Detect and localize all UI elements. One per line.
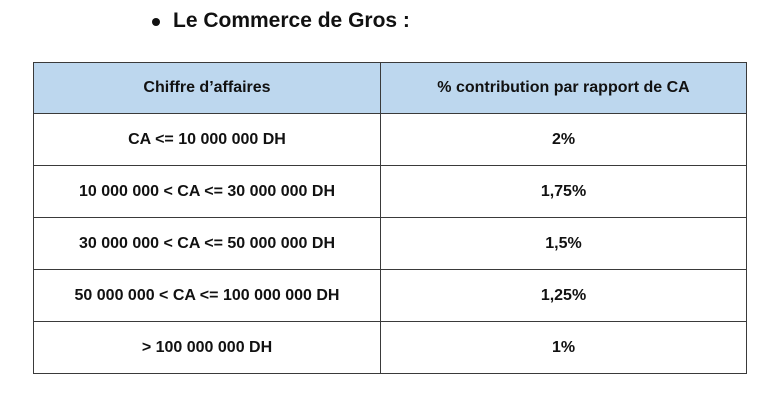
- section-heading: Le Commerce de Gros :: [152, 6, 410, 36]
- contribution-rates-table: Chiffre d’affaires % contribution par ra…: [33, 62, 747, 374]
- revenue-bracket-cell: 50 000 000 < CA <= 100 000 000 DH: [33, 269, 381, 322]
- contribution-rate-cell: 1,5%: [380, 217, 747, 270]
- section-heading-text: Le Commerce de Gros :: [173, 9, 410, 32]
- revenue-bracket-cell: CA <= 10 000 000 DH: [33, 113, 381, 166]
- revenue-bracket-cell: 30 000 000 < CA <= 50 000 000 DH: [33, 217, 381, 270]
- contribution-rate-cell: 1,25%: [380, 269, 747, 322]
- table-row: 10 000 000 < CA <= 30 000 000 DH 1,75%: [33, 165, 747, 218]
- contribution-rate-cell: 1%: [380, 321, 747, 374]
- table-row: 30 000 000 < CA <= 50 000 000 DH 1,5%: [33, 217, 747, 270]
- contribution-rate-cell: 2%: [380, 113, 747, 166]
- revenue-bracket-cell: > 100 000 000 DH: [33, 321, 381, 374]
- header-revenue: Chiffre d’affaires: [33, 62, 381, 114]
- revenue-bracket-cell: 10 000 000 < CA <= 30 000 000 DH: [33, 165, 381, 218]
- table-header-row: Chiffre d’affaires % contribution par ra…: [33, 62, 747, 114]
- bullet-icon: [152, 18, 160, 26]
- header-contribution: % contribution par rapport de CA: [380, 62, 747, 114]
- table-row: 50 000 000 < CA <= 100 000 000 DH 1,25%: [33, 269, 747, 322]
- table-row: > 100 000 000 DH 1%: [33, 321, 747, 374]
- contribution-rate-cell: 1,75%: [380, 165, 747, 218]
- table-row: CA <= 10 000 000 DH 2%: [33, 113, 747, 166]
